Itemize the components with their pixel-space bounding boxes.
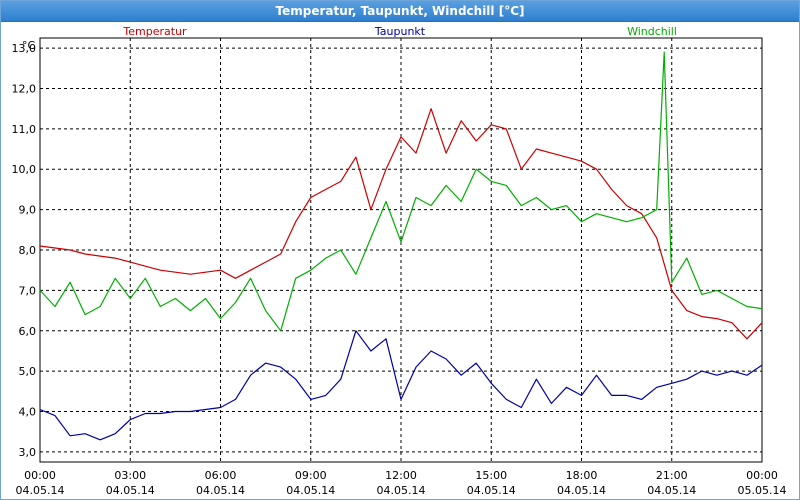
x-tick-date: 04.05.14 <box>286 484 335 497</box>
x-tick-date: 04.05.14 <box>196 484 245 497</box>
y-axis-unit: °C <box>22 39 36 52</box>
x-tick-date: 04.05.14 <box>467 484 516 497</box>
x-tick-time: 12:00 <box>385 469 417 482</box>
y-tick-label: 13,0 <box>12 42 37 55</box>
y-tick-label: 8,0 <box>19 244 37 257</box>
x-tick-date: 04.05.14 <box>377 484 426 497</box>
x-tick-date: 04.05.14 <box>557 484 606 497</box>
x-tick-time: 00:00 <box>746 469 778 482</box>
y-tick-label: 4,0 <box>19 406 37 419</box>
x-tick-date: 05.05.14 <box>738 484 787 497</box>
y-tick-label: 6,0 <box>19 325 37 338</box>
window-title: Temperatur, Taupunkt, Windchill [°C] <box>275 4 525 18</box>
y-tick-label: 9,0 <box>19 204 37 217</box>
legend-taupunkt: Taupunkt <box>374 25 426 38</box>
y-tick-label: 12,0 <box>12 82 37 95</box>
y-tick-label: 10,0 <box>12 163 37 176</box>
windchill-line <box>39 51 763 332</box>
x-tick-time: 03:00 <box>114 469 146 482</box>
x-tick-time: 06:00 <box>205 469 237 482</box>
x-tick-time: 00:00 <box>24 469 56 482</box>
x-tick-time: 09:00 <box>295 469 327 482</box>
legend-temperatur: Temperatur <box>122 25 187 38</box>
y-tick-label: 3,0 <box>19 446 37 459</box>
x-tick-date: 04.05.14 <box>16 484 65 497</box>
y-tick-label: 7,0 <box>19 284 37 297</box>
x-tick-time: 15:00 <box>475 469 507 482</box>
y-tick-label: 11,0 <box>12 123 37 136</box>
y-tick-label: 5,0 <box>19 365 37 378</box>
legend-windchill: Windchill <box>627 25 677 38</box>
title-bar: Temperatur, Taupunkt, Windchill [°C] <box>1 1 799 22</box>
taupunkt-line <box>39 330 763 441</box>
x-tick-time: 21:00 <box>656 469 688 482</box>
x-tick-date: 04.05.14 <box>106 484 155 497</box>
x-tick-time: 18:00 <box>566 469 598 482</box>
x-tick-date: 04.05.14 <box>647 484 696 497</box>
temperatur-line <box>39 108 763 340</box>
